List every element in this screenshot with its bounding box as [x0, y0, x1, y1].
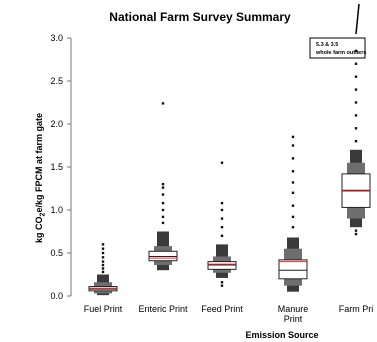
- outlier-point: [161, 208, 165, 212]
- outlier-point: [101, 251, 105, 255]
- outlier-point: [291, 181, 295, 184]
- y-tick-label: 0.5: [50, 248, 63, 258]
- outlier-point: [220, 217, 224, 220]
- outlier-point: [354, 62, 358, 65]
- y-tick-label: 2.5: [50, 76, 63, 86]
- chart-title: National Farm Survey Summary: [109, 10, 291, 24]
- outlier-point: [101, 243, 105, 246]
- x-tick-label: Print: [284, 314, 303, 324]
- outlier-point: [354, 49, 358, 53]
- outlier-point: [101, 256, 105, 259]
- annotation-arrow: [355, 3, 360, 35]
- box-series: [88, 49, 371, 296]
- x-axis-label: Emission Source: [245, 330, 318, 340]
- iqr-box: [278, 259, 308, 280]
- x-tick-label: Fuel Print: [84, 304, 123, 314]
- annotation-callout: 5.3 & 3.5 whole farm outliers: [309, 3, 366, 59]
- outlier-point: [291, 144, 295, 147]
- outlier-point: [291, 157, 295, 160]
- annotation-box: [309, 37, 366, 59]
- outlier-point: [354, 88, 358, 91]
- outlier-point: [291, 170, 295, 173]
- x-tick-labels: Fuel Print Enteric Print Feed Print ManureP…: [84, 304, 374, 324]
- outlier-point: [220, 226, 224, 229]
- x-tick-label: Enteric Print: [138, 304, 188, 314]
- box-group: [207, 161, 237, 287]
- outlier-point: [291, 135, 295, 139]
- outlier-point: [161, 193, 165, 196]
- outlier-point: [161, 186, 165, 189]
- y-axis-label: kg CO2e/kg FPCM at farm gate: [34, 113, 47, 243]
- y-tick-label: 0.0: [50, 291, 63, 301]
- outlier-point: [291, 215, 295, 219]
- box-group: [88, 243, 118, 296]
- box-group: [341, 49, 371, 236]
- outlier-point: [161, 201, 165, 205]
- outlier-point: [161, 215, 165, 219]
- y-tick-label: 2.0: [50, 119, 63, 129]
- box-group: [148, 102, 178, 271]
- x-tick-label: Feed Print: [201, 304, 243, 314]
- annotation-line-2: whole farm outliers: [315, 50, 366, 56]
- outlier-point: [101, 267, 105, 270]
- y-tick-label: 1.0: [50, 205, 63, 215]
- x-tick-label: Manure: [278, 304, 309, 314]
- x-tick-label: Farm Pri: [339, 304, 374, 314]
- y-tick-label: 3.0: [50, 33, 63, 43]
- outlier-point: [161, 102, 165, 105]
- y-tick-label: 1.5: [50, 162, 63, 172]
- outlier-point: [220, 284, 224, 287]
- outlier-point: [220, 161, 224, 164]
- outlier-point: [220, 281, 224, 284]
- y-ticks: 0.0 0.5 1.0 1.5 2.0 2.5 3.0: [50, 33, 71, 301]
- outlier-point: [291, 191, 295, 194]
- outlier-point: [220, 208, 224, 212]
- outlier-point: [354, 229, 358, 232]
- outlier-point: [354, 232, 358, 236]
- outlier-point: [354, 101, 358, 104]
- box-group: [278, 135, 308, 292]
- outlier-point: [354, 127, 358, 130]
- outlier-point: [101, 260, 105, 263]
- outlier-point: [291, 204, 295, 207]
- outlier-point: [101, 263, 105, 267]
- outlier-point: [354, 75, 358, 78]
- outlier-point: [161, 183, 165, 186]
- outlier-point: [220, 234, 224, 237]
- annotation-line-1: 5.3 & 3.5: [316, 42, 338, 48]
- outlier-point: [220, 201, 224, 205]
- outlier-point: [101, 270, 105, 274]
- outlier-point: [354, 140, 358, 143]
- outlier-point: [354, 114, 358, 117]
- outlier-point: [161, 221, 165, 225]
- outlier-point: [101, 247, 105, 250]
- outlier-point: [291, 226, 295, 229]
